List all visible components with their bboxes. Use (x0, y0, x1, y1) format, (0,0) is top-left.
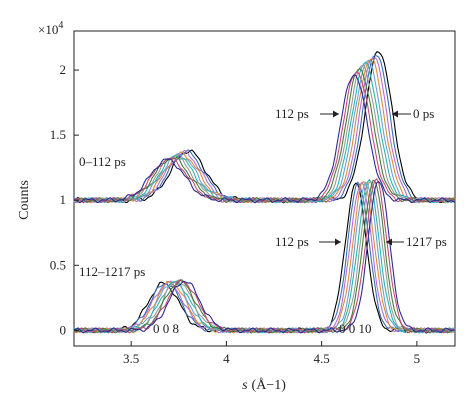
x-tick-label: 5 (414, 351, 421, 366)
y-multiplier-exponent: 4 (58, 20, 63, 31)
lower-early-label: 112 ps (275, 234, 309, 249)
y-multiplier: ×104 (38, 20, 63, 37)
y-tick-label: 0 (60, 322, 67, 337)
upper-early-arrowhead (333, 110, 339, 118)
x-axis-symbol: s (242, 378, 248, 393)
series-line (73, 181, 456, 334)
lower-late-label: 1217 ps (406, 234, 447, 249)
series-line (73, 61, 456, 204)
y-axis-label: Counts (17, 180, 32, 220)
peak-0010-label: 0 0 10 (339, 321, 372, 336)
plot-frame (73, 30, 456, 347)
series-line (73, 74, 456, 204)
lower-range-label: 112–1217 ps (79, 264, 145, 279)
x-tick-label: 3.5 (123, 351, 139, 366)
curves-layer (73, 51, 456, 334)
x-tick-label: 4 (223, 351, 230, 366)
upper-late-label: 0 ps (413, 106, 434, 121)
x-axis-unit: (Å−1) (252, 377, 287, 393)
series-line (73, 71, 456, 204)
y-tick-label: 1 (60, 192, 67, 207)
peak-008-label: 0 0 8 (153, 321, 179, 336)
upper-early-label: 112 ps (275, 106, 309, 121)
lower-late-arrowhead (386, 238, 392, 246)
x-axis-label: s (Å−1) (242, 377, 286, 393)
series-line (73, 181, 456, 334)
series-line (73, 57, 456, 204)
axes-layer: 3.5 4 4.5 5 0 0.5 1 1.5 2 (50, 62, 420, 366)
series-line (73, 58, 456, 204)
series-line (73, 51, 456, 204)
x-tick-label: 4.5 (314, 351, 330, 366)
y-tick-label: 1.5 (50, 127, 66, 142)
series-line (73, 181, 456, 334)
lower-early-arrowhead (335, 238, 341, 246)
y-tick-label: 0.5 (50, 257, 66, 272)
upper-range-label: 0–112 ps (79, 154, 126, 169)
y-tick-label: 2 (60, 62, 67, 77)
upper-late-arrowhead (392, 110, 398, 118)
annotations: 0–112 ps 112 ps 0 ps 112–1217 ps 112 ps … (79, 106, 447, 336)
